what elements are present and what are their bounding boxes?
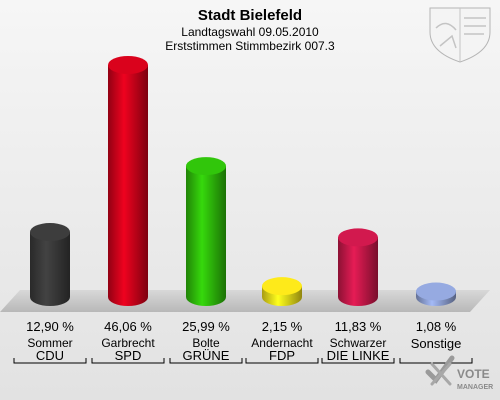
label-bracket	[91, 358, 165, 364]
bar-sonstige	[416, 282, 456, 306]
party-label: FDP	[269, 348, 295, 363]
candidate-label: Garbrecht	[101, 336, 155, 350]
chart-subtitle: Landtagswahl 09.05.2010	[181, 25, 319, 39]
label-bracket	[321, 358, 395, 364]
value-label: 1,08 %	[416, 319, 457, 334]
party-label: DIE LINKE	[327, 348, 390, 363]
bar-body	[338, 237, 378, 306]
bar-body	[30, 232, 70, 306]
chart-subtitle-2: Erststimmen Stimmbezirk 007.3	[165, 39, 335, 53]
logo-manager-text: MANAGER	[457, 384, 493, 391]
bar-top	[108, 56, 148, 74]
label-bracket	[13, 358, 87, 364]
value-label: 11,83 %	[335, 319, 382, 334]
bar-top	[30, 223, 70, 242]
bar-top	[186, 157, 226, 176]
candidate-label: Andernacht	[251, 336, 313, 350]
candidate-label: Schwarzer	[330, 336, 387, 350]
chart-title: Stadt Bielefeld	[198, 7, 302, 24]
party-label: GRÜNE	[183, 348, 230, 363]
checkmark-x-icon	[425, 355, 455, 386]
bar-body	[108, 65, 148, 306]
label-bracket	[169, 358, 243, 364]
value-label: 2,15 %	[262, 319, 303, 334]
logo-vote-text: VOTE	[457, 367, 490, 381]
value-label: 12,90 %	[26, 319, 74, 334]
bar-top	[262, 277, 302, 296]
bar-spd	[108, 56, 148, 306]
vote-manager-logo: VOTE MANAGER	[425, 355, 493, 391]
party-label: Sonstige	[411, 336, 462, 351]
bar-grüne	[186, 157, 226, 306]
value-label: 25,99 %	[182, 319, 230, 334]
candidate-label: Bolte	[192, 336, 220, 350]
bar-top	[338, 228, 378, 247]
bars-group	[30, 56, 456, 306]
bar-cdu	[30, 223, 70, 306]
state-coat-of-arms-icon	[429, 7, 491, 63]
value-label: 46,06 %	[104, 319, 152, 334]
party-label: CDU	[36, 348, 64, 363]
bar-body	[186, 166, 226, 306]
label-bracket	[399, 358, 473, 364]
bar-fdp	[262, 277, 302, 306]
candidate-label: Sommer	[27, 336, 72, 350]
bar-die-linke	[338, 228, 378, 306]
bar-top	[416, 282, 456, 301]
label-bracket	[245, 358, 319, 364]
party-label: SPD	[115, 348, 142, 363]
